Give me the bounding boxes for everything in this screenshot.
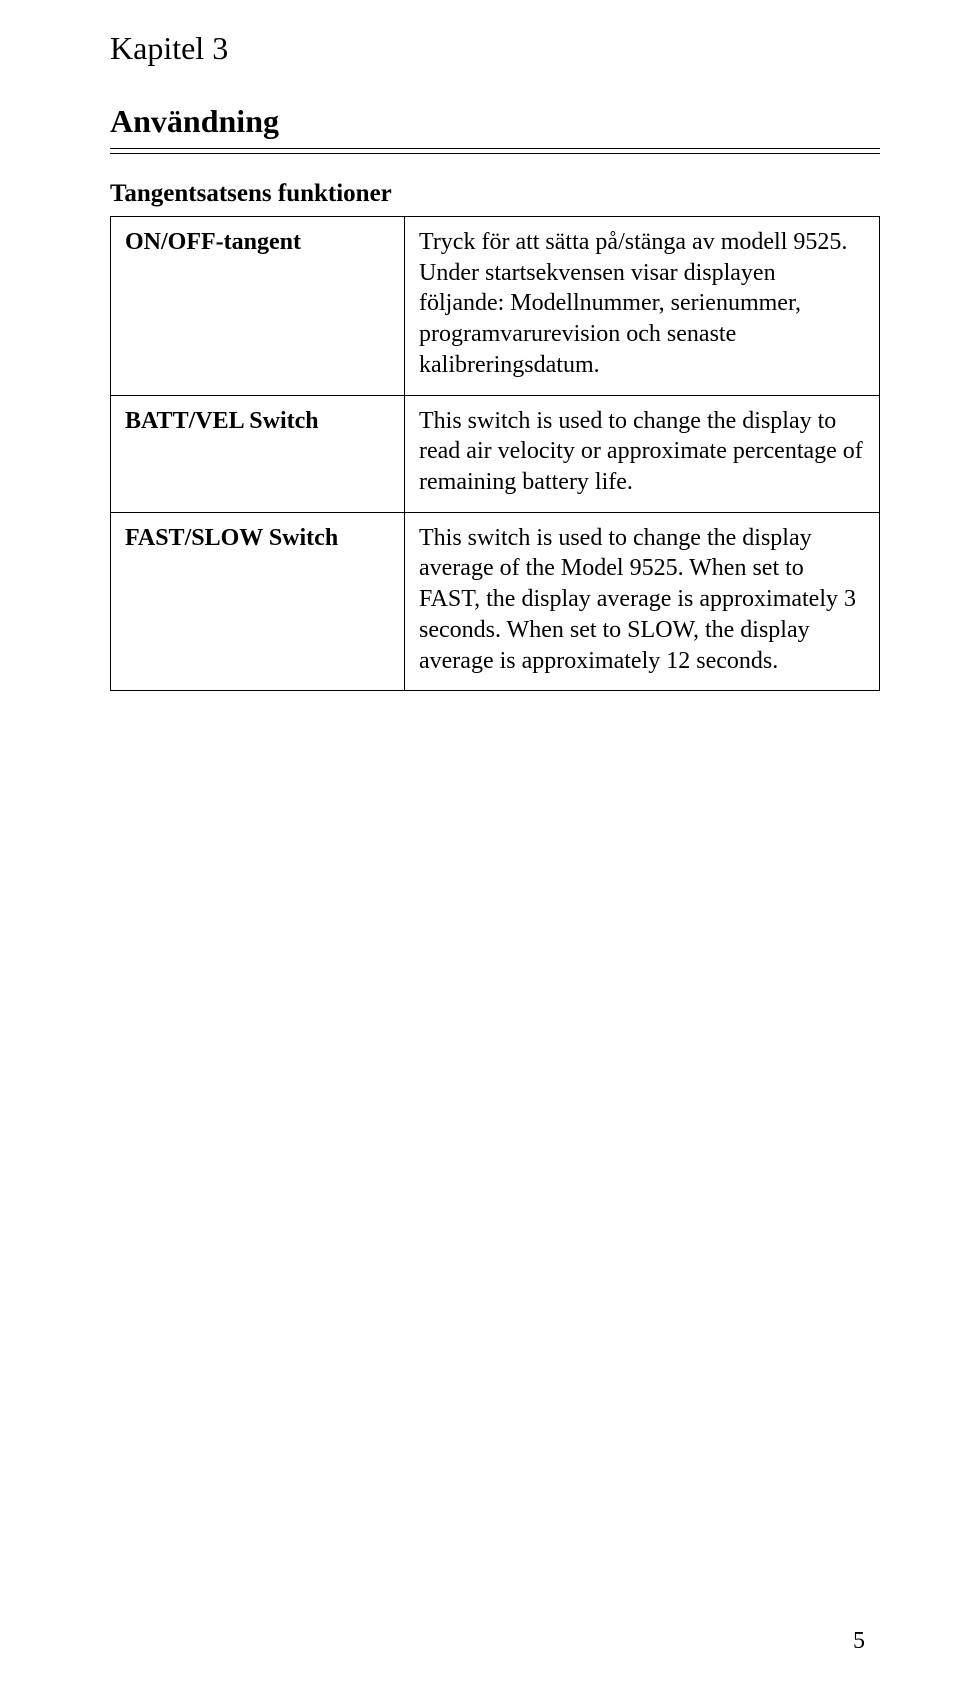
subsection-title: Tangentsatsens funktioner — [110, 180, 880, 208]
page-number: 5 — [853, 1628, 865, 1655]
row-desc: This switch is used to change the displa… — [405, 395, 880, 512]
table-row: FAST/SLOW Switch This switch is used to … — [111, 512, 880, 691]
row-label: ON/OFF-tangent — [111, 217, 405, 396]
row-desc: This switch is used to change the displa… — [405, 512, 880, 691]
table-row: BATT/VEL Switch This switch is used to c… — [111, 395, 880, 512]
functions-table: ON/OFF-tangent Tryck för att sätta på/st… — [110, 216, 880, 691]
row-label: BATT/VEL Switch — [111, 395, 405, 512]
section-title: Användning — [110, 103, 880, 142]
chapter-heading: Kapitel 3 — [110, 30, 880, 67]
page: Kapitel 3 Användning Tangentsatsens funk… — [0, 0, 960, 1683]
row-desc: Tryck för att sätta på/stänga av modell … — [405, 217, 880, 396]
section-underline — [110, 148, 880, 154]
table-row: ON/OFF-tangent Tryck för att sätta på/st… — [111, 217, 880, 396]
row-label: FAST/SLOW Switch — [111, 512, 405, 691]
